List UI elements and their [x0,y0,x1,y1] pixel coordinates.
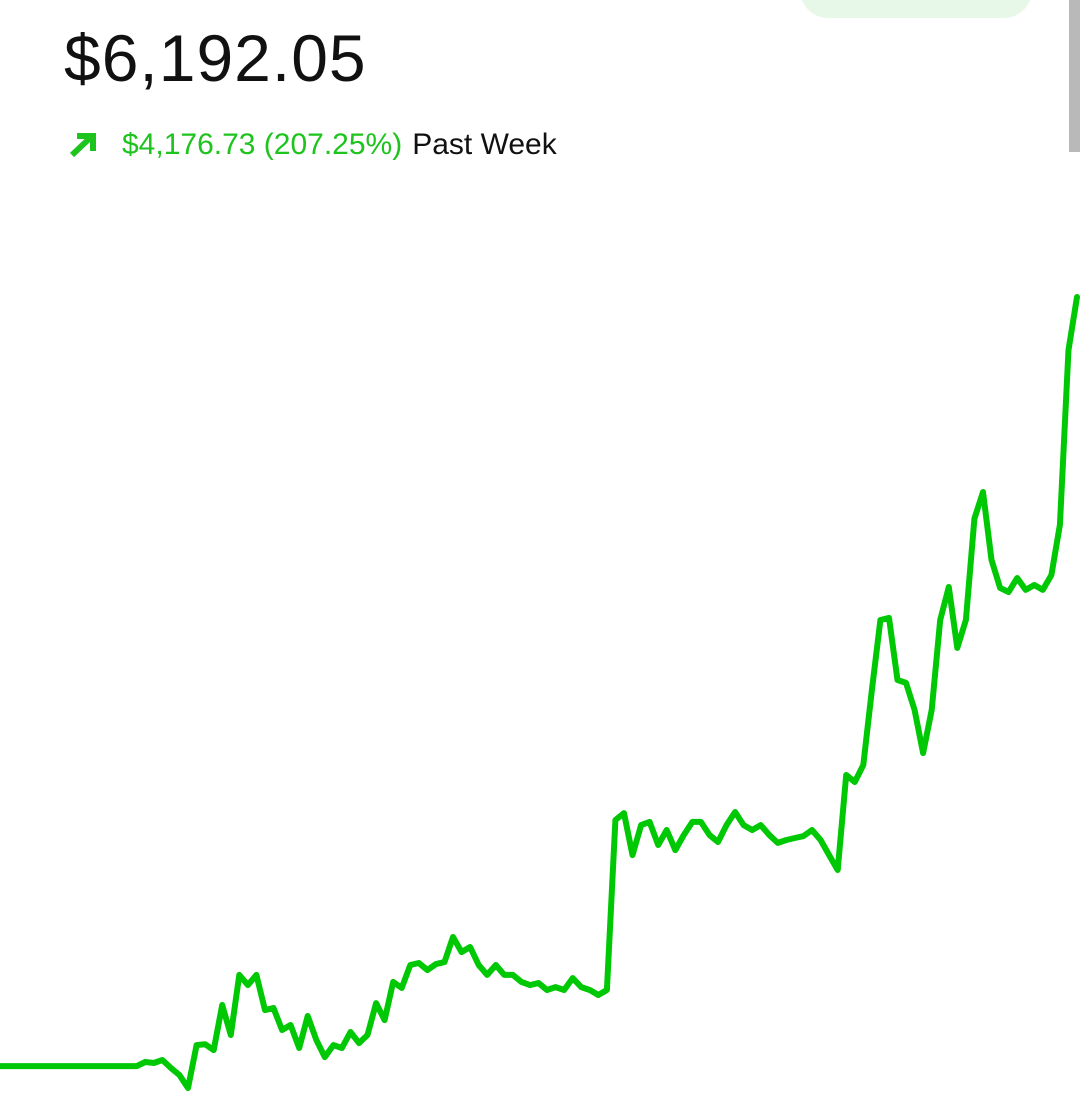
up-arrow-icon [69,133,96,158]
price-line [0,294,1080,1091]
change: $4,176.73 (207.25%) [122,128,403,161]
scrollbar [1069,0,1080,152]
change-row: $4,176.73 (207.25%) Past Week [68,128,557,162]
range-button[interactable] [800,0,1032,18]
period: Past Week [412,128,557,161]
balance: $6,192.05 [64,21,367,95]
